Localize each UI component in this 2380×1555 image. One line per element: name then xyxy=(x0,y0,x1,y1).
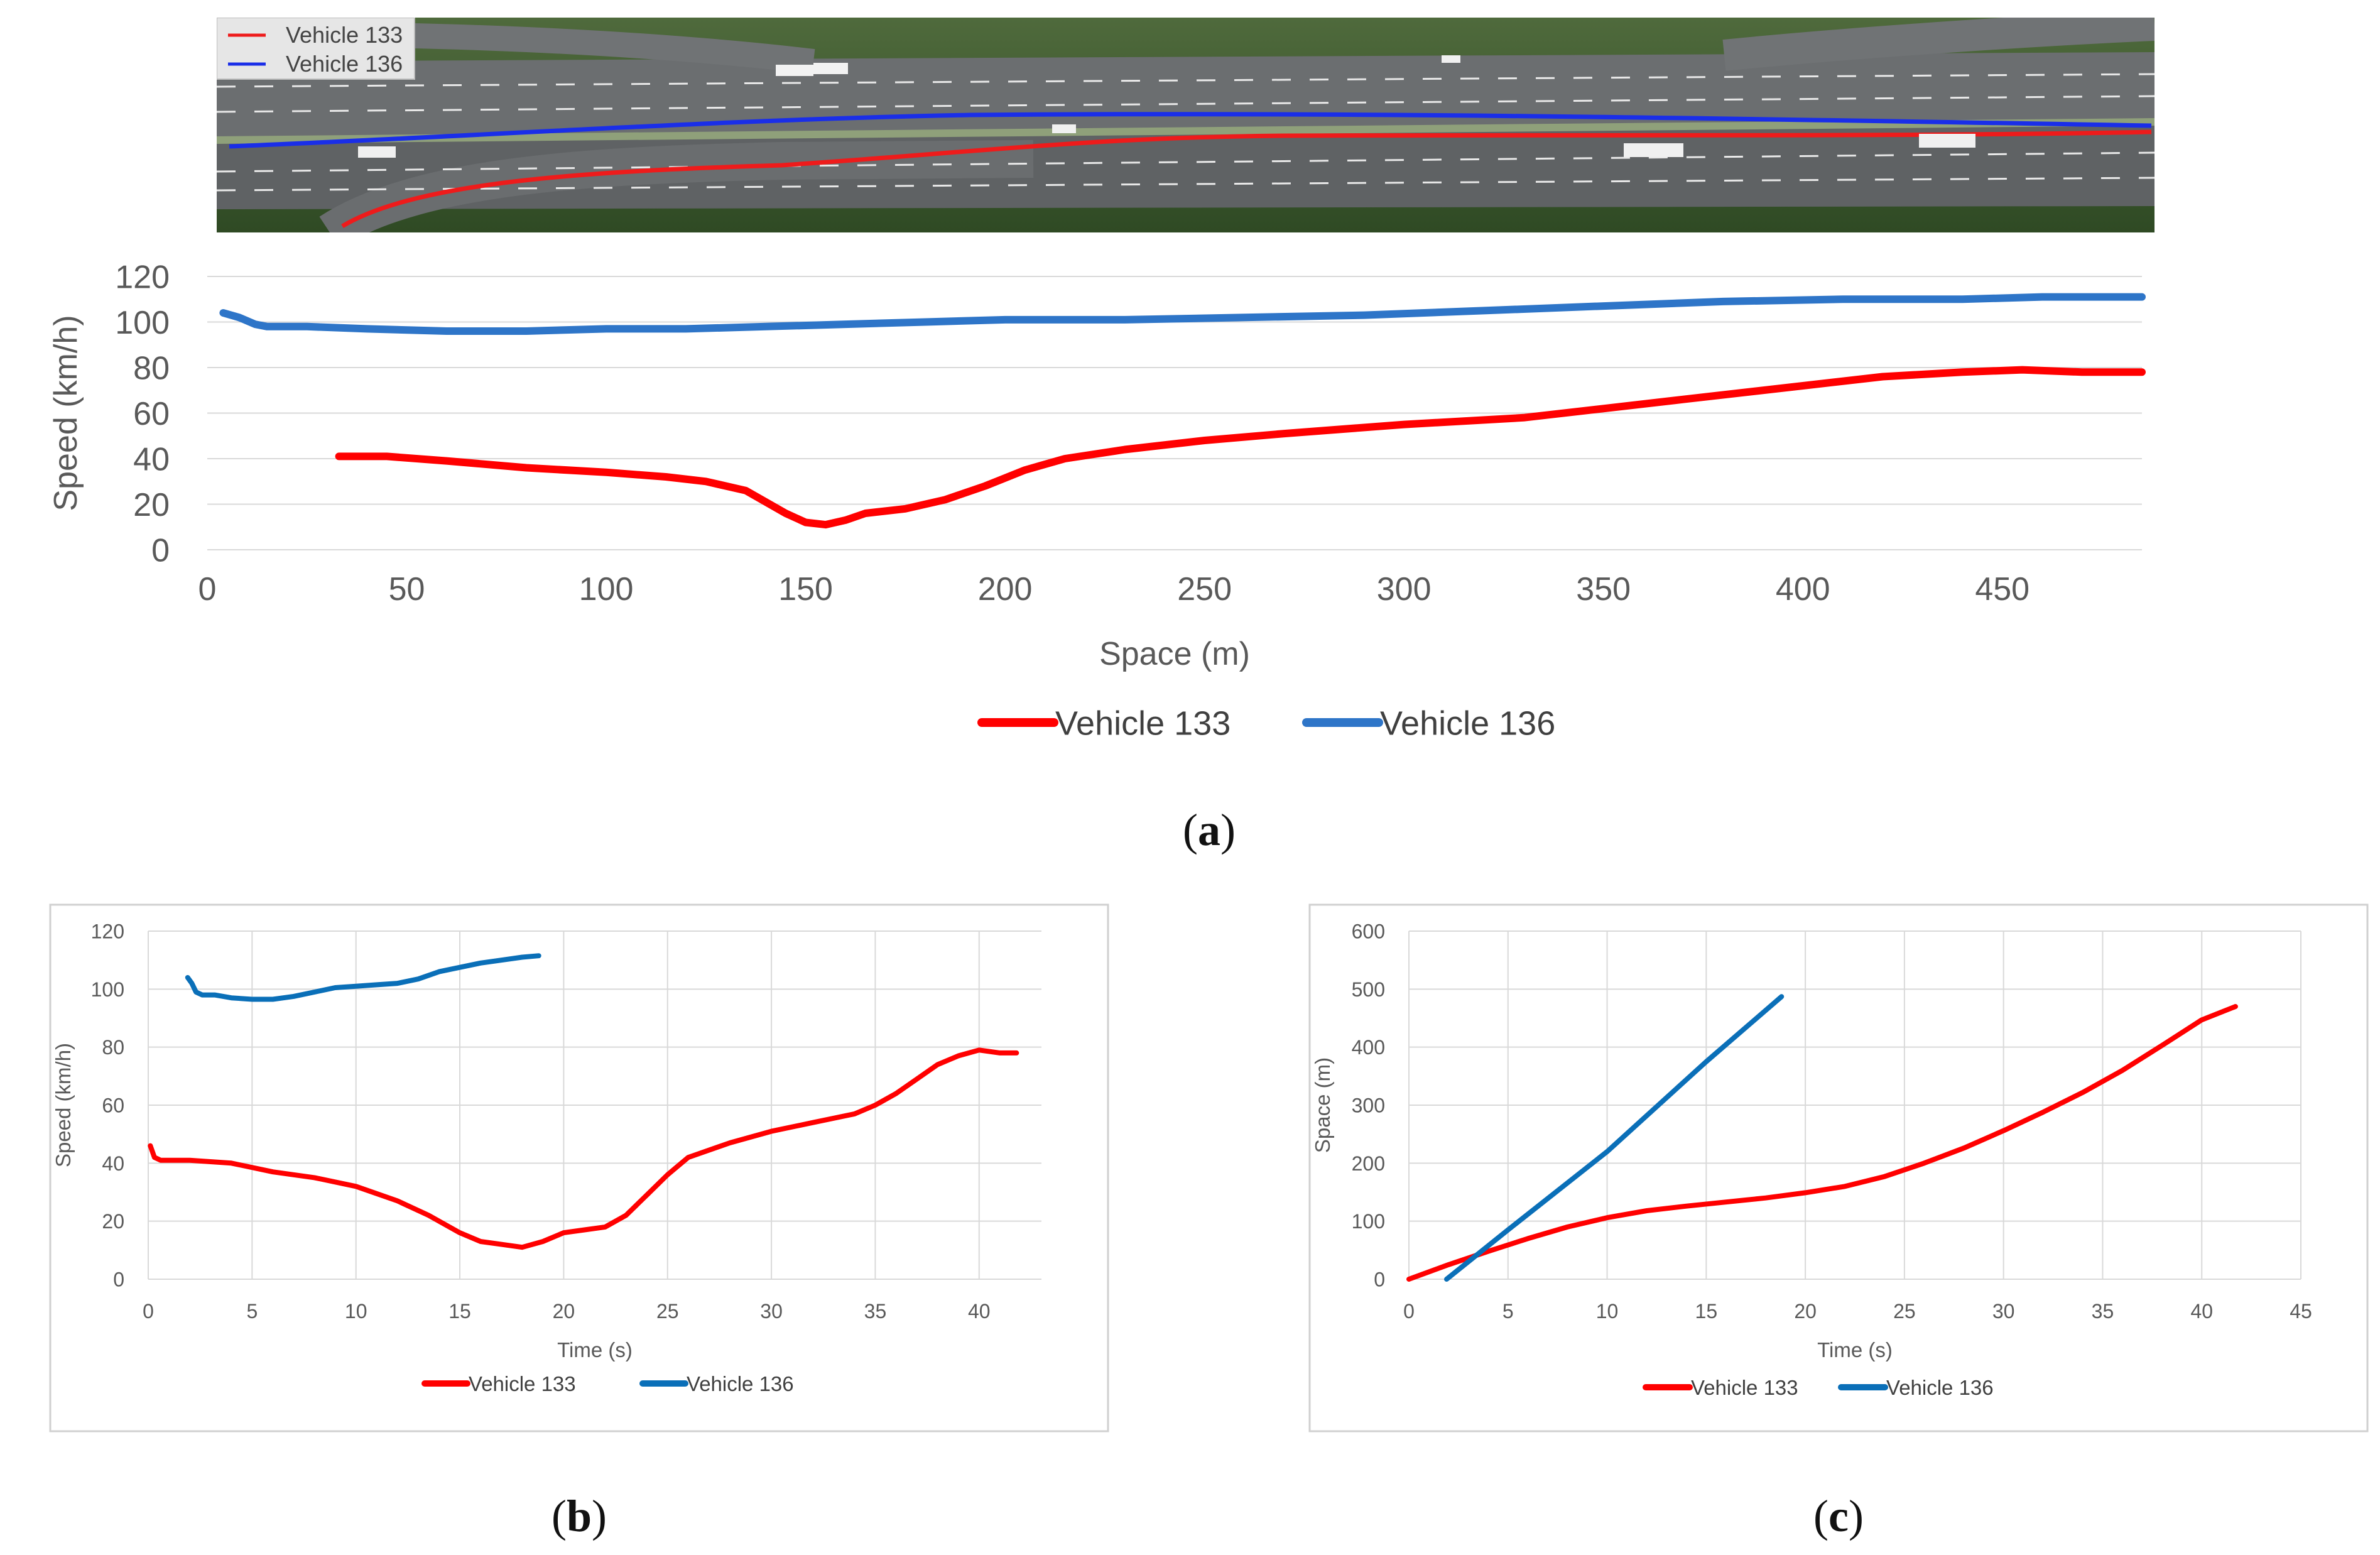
legend-label: Vehicle 133 xyxy=(1691,1376,1798,1399)
y-axis-label: Speed (km/h) xyxy=(48,315,84,511)
y-tick-label: 20 xyxy=(102,1210,124,1233)
aerial-legend-label: Vehicle 136 xyxy=(286,51,403,77)
x-tick-label: 30 xyxy=(1992,1300,2015,1323)
y-tick-label: 40 xyxy=(102,1152,124,1175)
highway-upper-lanes xyxy=(217,52,2154,143)
y-tick-label: 120 xyxy=(91,920,124,943)
x-tick-label: 35 xyxy=(2092,1300,2114,1323)
vehicle xyxy=(1919,134,1975,148)
y-tick-label: 80 xyxy=(133,351,170,387)
vehicle xyxy=(1052,124,1076,133)
y-tick-label: 20 xyxy=(133,487,170,523)
x-tick-label: 15 xyxy=(1695,1300,1718,1323)
vehicle xyxy=(776,65,813,76)
caption-c: (c) xyxy=(1813,1491,1864,1541)
x-tick-label: 450 xyxy=(1975,571,2030,608)
x-tick-label: 35 xyxy=(864,1300,887,1323)
x-axis-label: Time (s) xyxy=(1817,1338,1893,1361)
x-tick-label: 10 xyxy=(1596,1300,1619,1323)
x-tick-label: 45 xyxy=(2290,1300,2312,1323)
chart-frame xyxy=(1308,903,2369,1432)
x-axis-label: Space (m) xyxy=(1099,636,1250,672)
chart-b-speed-vs-time: 0 20 40 60 80 100 120 0 5 10 15 20 25 30 35 40 Time (s) S… xyxy=(49,903,1109,1432)
x-tick-label: 5 xyxy=(246,1300,258,1323)
series-line-vehicle-133 xyxy=(148,1047,1019,1250)
aerial-legend: Vehicle 133 Vehicle 136 xyxy=(217,18,415,80)
vehicle xyxy=(1442,55,1460,63)
aerial-photo: Vehicle 133 Vehicle 136 xyxy=(217,18,2154,232)
y-tick-label: 600 xyxy=(1352,920,1385,943)
y-axis-label: Space (m) xyxy=(1311,1057,1334,1153)
x-tick-label: 0 xyxy=(1403,1300,1415,1323)
connector-road xyxy=(1722,18,2154,71)
x-tick-label: 100 xyxy=(579,571,634,608)
x-tick-label: 40 xyxy=(2190,1300,2213,1323)
legend-label: Vehicle 136 xyxy=(687,1372,794,1395)
vehicle xyxy=(1624,143,1683,157)
legend-label: Vehicle 133 xyxy=(1055,704,1231,742)
chart-frame xyxy=(49,903,1109,1432)
x-tick-label: 30 xyxy=(760,1300,783,1323)
y-tick-label: 120 xyxy=(115,259,170,296)
x-tick-label: 300 xyxy=(1377,571,1432,608)
chart-c-space-vs-time: 0 100 200 300 400 500 600 0 5 10 15 20 25 30 35 40 45 Tim… xyxy=(1308,903,2369,1432)
y-tick-label: 60 xyxy=(133,396,170,432)
x-tick-label: 10 xyxy=(345,1300,367,1323)
y-tick-label: 0 xyxy=(151,533,170,569)
y-tick-label: 80 xyxy=(102,1036,124,1059)
x-tick-label: 250 xyxy=(1177,571,1232,608)
y-tick-label: 500 xyxy=(1352,978,1385,1001)
x-tick-label: 20 xyxy=(1794,1300,1817,1323)
y-tick-label: 200 xyxy=(1352,1152,1385,1175)
vehicle-133-trajectory xyxy=(341,129,2152,229)
x-tick-label: 5 xyxy=(1502,1300,1514,1323)
caption-b: (b) xyxy=(551,1491,607,1541)
legend-label: Vehicle 133 xyxy=(469,1372,576,1395)
x-tick-label: 0 xyxy=(143,1300,154,1323)
y-tick-label: 40 xyxy=(133,442,170,478)
x-tick-label: 0 xyxy=(198,571,217,608)
x-tick-label: 40 xyxy=(968,1300,991,1323)
vehicle xyxy=(358,146,396,158)
legend-label: Vehicle 136 xyxy=(1380,704,1555,742)
x-tick-label: 400 xyxy=(1776,571,1830,608)
y-tick-label: 400 xyxy=(1352,1036,1385,1059)
y-tick-label: 100 xyxy=(115,305,170,341)
x-tick-label: 15 xyxy=(448,1300,471,1323)
legend-label: Vehicle 136 xyxy=(1886,1376,1994,1399)
x-tick-label: 150 xyxy=(778,571,833,608)
x-tick-label: 25 xyxy=(1893,1300,1916,1323)
x-tick-label: 25 xyxy=(656,1300,679,1323)
x-tick-label: 50 xyxy=(389,571,425,608)
series-line-vehicle-136 xyxy=(1444,994,1785,1282)
caption-a: (a) xyxy=(1183,805,1236,855)
aerial-legend-label: Vehicle 133 xyxy=(286,22,403,48)
vehicle xyxy=(813,63,848,74)
x-tick-label: 20 xyxy=(553,1300,575,1323)
series-line-vehicle-133 xyxy=(335,366,2146,529)
y-tick-label: 60 xyxy=(102,1094,124,1117)
series-line-vehicle-133 xyxy=(1406,1004,2238,1282)
series-line-vehicle-136 xyxy=(219,293,2146,335)
y-tick-label: 100 xyxy=(91,978,124,1001)
median-strip xyxy=(217,118,2154,144)
chart-a-speed-vs-space: 0 20 40 60 80 100 120 0 50 100 150 200 250 300 350 400 4… xyxy=(48,259,2146,742)
y-tick-label: 0 xyxy=(113,1269,124,1291)
y-tick-label: 0 xyxy=(1374,1269,1385,1291)
y-axis-label: Speed (km/h) xyxy=(52,1043,75,1167)
y-tick-label: 100 xyxy=(1352,1210,1385,1233)
vehicle-136-trajectory xyxy=(229,112,2152,149)
series-line-vehicle-136 xyxy=(185,953,541,1002)
y-tick-label: 300 xyxy=(1352,1094,1385,1117)
x-tick-label: 200 xyxy=(978,571,1033,608)
x-axis-label: Time (s) xyxy=(557,1338,633,1361)
x-tick-label: 350 xyxy=(1576,571,1631,608)
